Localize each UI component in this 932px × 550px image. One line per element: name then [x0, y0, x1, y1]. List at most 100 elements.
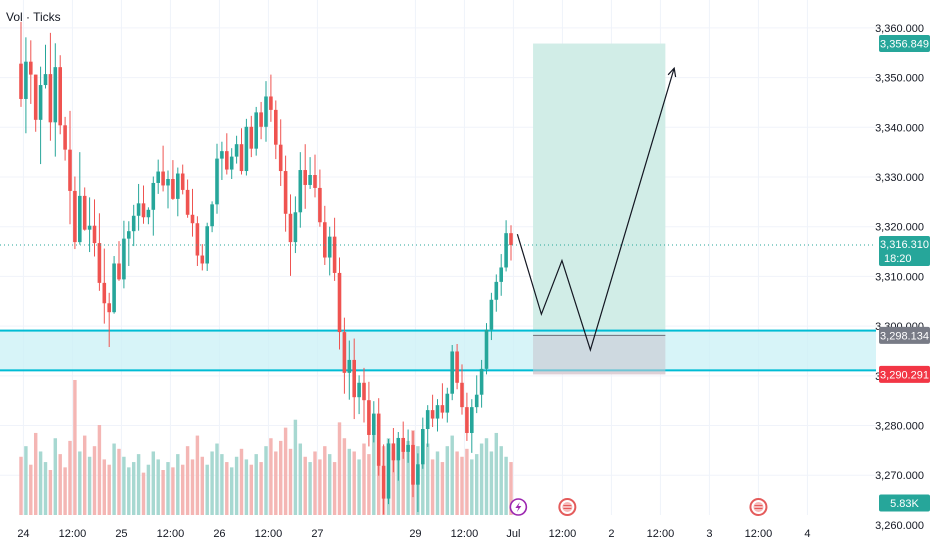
- candle-body: [107, 303, 111, 313]
- candle-body: [352, 359, 356, 398]
- candle-body: [283, 171, 288, 214]
- candle-body: [190, 214, 195, 224]
- candle-body: [92, 225, 97, 244]
- volume-bar: [430, 459, 435, 515]
- volume-bar: [73, 380, 77, 515]
- volume-bar: [474, 454, 479, 515]
- price-axis-background: [876, 0, 932, 550]
- price-axis-label: 3,340.000: [875, 122, 924, 134]
- price-badge-stop[interactable]: 3,290.291: [879, 365, 930, 383]
- price-badge-entry[interactable]: 3,298.134: [879, 326, 930, 344]
- candle-body: [53, 67, 58, 123]
- volume-bar: [504, 456, 508, 515]
- volume-bar: [288, 448, 293, 515]
- event-inner: [753, 502, 764, 512]
- volume-bar: [249, 464, 254, 515]
- volume-bar: [372, 432, 376, 515]
- volume-bar: [484, 438, 489, 515]
- candle-body: [112, 263, 116, 313]
- time-axis-label: 25: [115, 528, 127, 540]
- candle-body: [33, 74, 38, 120]
- volume-bar: [112, 443, 116, 515]
- candle-body: [264, 96, 268, 127]
- volume-bar: [151, 451, 156, 515]
- candle-body: [205, 226, 209, 264]
- candle-body: [185, 189, 190, 215]
- volume-bar: [220, 454, 224, 515]
- volume-bar: [440, 462, 445, 515]
- volume-bar: [435, 451, 440, 515]
- projection-path[interactable]: [516, 66, 677, 353]
- economic-events[interactable]: [509, 498, 768, 516]
- volume-bar: [396, 456, 401, 515]
- demand-zone-box[interactable]: [0, 329, 882, 372]
- candle-body: [509, 233, 513, 246]
- volume-bar: [254, 454, 258, 515]
- position-target-area[interactable]: [533, 43, 666, 336]
- candle-body: [435, 405, 440, 419]
- volume-bar: [131, 462, 136, 515]
- candle-body: [470, 407, 474, 433]
- drawings[interactable]: [0, 43, 882, 375]
- candle-body: [156, 171, 160, 183]
- volume-bar: [489, 451, 494, 515]
- price-axis-label: 3,310.000: [875, 271, 924, 283]
- candle-body: [396, 437, 401, 461]
- volume-bar: [362, 443, 366, 515]
- volume-badge[interactable]: 5.83K: [879, 494, 930, 512]
- candle-body: [484, 329, 489, 369]
- candle-body: [274, 109, 278, 145]
- volume-bar: [293, 419, 298, 515]
- volume-bar: [122, 456, 126, 515]
- volume-bar: [180, 464, 185, 515]
- volume-bar: [78, 451, 82, 515]
- volume-bar: [421, 454, 425, 515]
- volume-bar: [298, 443, 303, 515]
- volume-bar: [313, 451, 317, 515]
- candle-body: [102, 282, 107, 304]
- candle-body: [229, 156, 234, 170]
- volume-bar: [332, 462, 337, 515]
- projection-arrow-head[interactable]: [667, 66, 677, 78]
- price-badge-target[interactable]: 3,356.849: [879, 35, 930, 53]
- volume-bar: [29, 464, 33, 515]
- volume-bar: [185, 446, 190, 515]
- price-badge-entry-bg: [879, 326, 930, 344]
- volume-bar: [499, 446, 503, 515]
- candle-body: [313, 175, 317, 188]
- volume-bar: [352, 451, 356, 515]
- candle-body: [391, 443, 396, 461]
- time-axis-label: 12:00: [59, 528, 87, 540]
- volume-bar: [33, 432, 38, 515]
- price-axis-label: 3,270.000: [875, 470, 924, 482]
- us-flag-icon[interactable]: [749, 498, 768, 516]
- price-axis[interactable]: 3,360.000 3,350.000 3,340.000 3,330.000 3,32…: [875, 0, 932, 550]
- volume-bar: [127, 467, 131, 515]
- projection-path-line[interactable]: [516, 67, 675, 353]
- volume-badge-text: 5.83K: [890, 498, 919, 510]
- flash-icon[interactable]: [509, 498, 528, 516]
- volume-bar: [156, 459, 160, 515]
- time-axis-label: 12:00: [745, 528, 773, 540]
- price-axis-label: 3,260.000: [875, 520, 924, 532]
- volume-bar: [239, 448, 244, 515]
- volume-bar: [215, 443, 219, 515]
- time-axis-label: 2: [608, 528, 614, 540]
- candle-body: [381, 465, 386, 499]
- candle-body: [151, 182, 156, 210]
- candle-body: [337, 272, 342, 333]
- volume-bar: [166, 462, 170, 515]
- time-axis-label: 12:00: [647, 528, 675, 540]
- last-price-badge[interactable]: 3,316.310 18:20: [879, 236, 930, 267]
- candle-body: [131, 215, 136, 232]
- volume-bar: [367, 454, 371, 515]
- time-axis[interactable]: 24 12:00 25 12:00 26 12:00 27 29 12:00 Jul 12:00 2 1…: [0, 519, 899, 550]
- us-flag-icon[interactable]: [558, 498, 577, 516]
- position-entry-overlap[interactable]: [533, 335, 666, 375]
- volume-bar: [82, 435, 87, 515]
- candle-body: [122, 238, 126, 280]
- legend-label: Vol · Ticks: [6, 10, 61, 24]
- price-badge-stop-text: 3,290.291: [880, 369, 929, 381]
- candle-body: [416, 464, 420, 485]
